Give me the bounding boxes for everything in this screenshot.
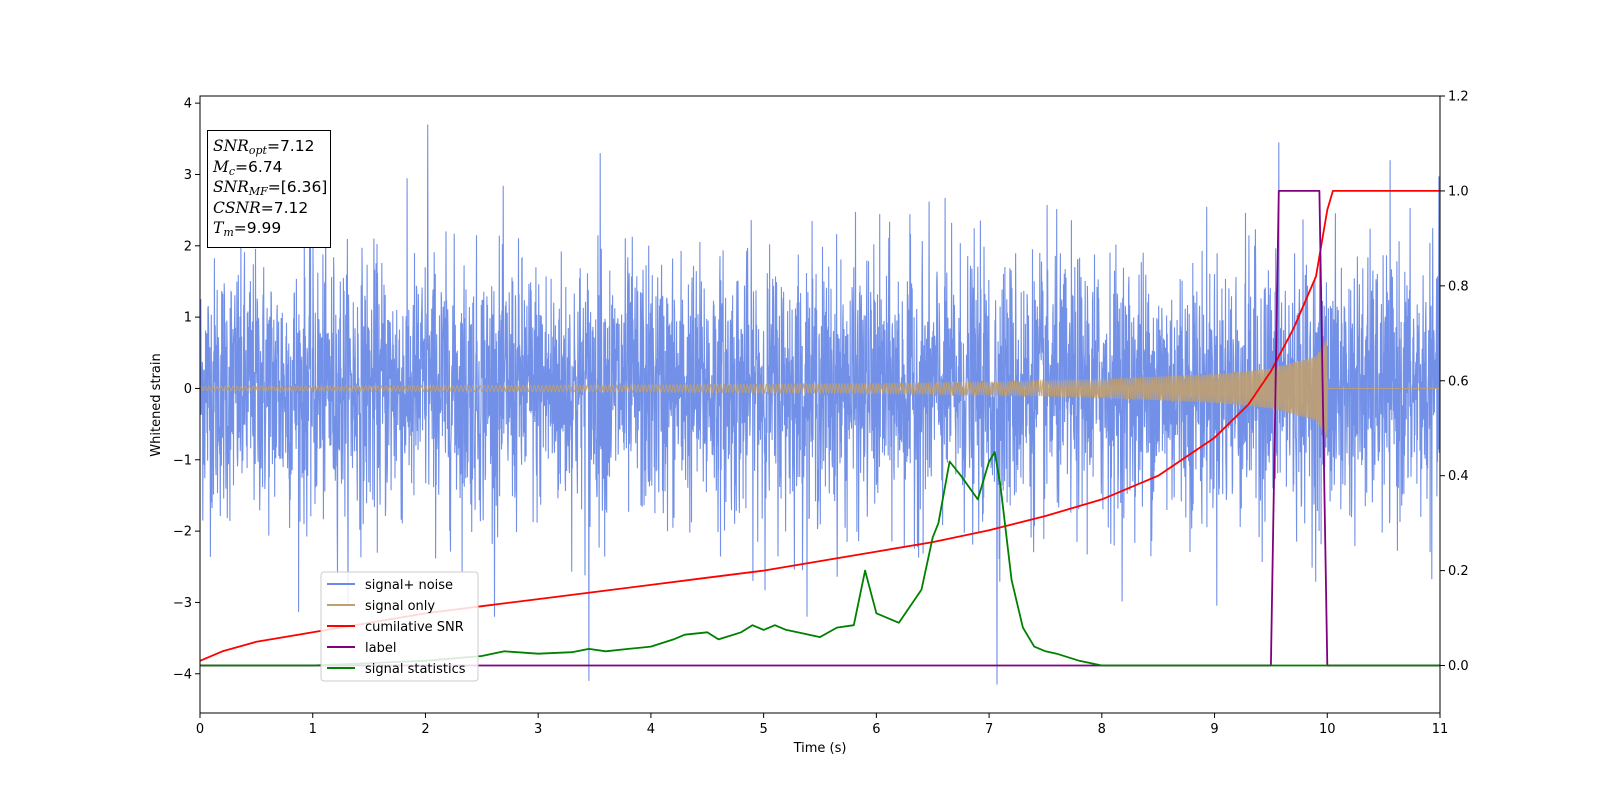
y2-axis: 1.2 1.0 0.8 0.6 0.4 0.2 0.0 (1440, 90, 1469, 674)
legend-label: signal statistics (365, 662, 466, 677)
x-tick-label: 8 (1098, 722, 1106, 737)
x-tick-label: 5 (759, 722, 767, 737)
y-tick-label: −3 (173, 596, 192, 611)
annotation-line: Tm=9.99 (213, 219, 282, 239)
y-tick-label: 2 (184, 239, 192, 254)
x-tick-label: 3 (534, 722, 542, 737)
x-tick-label: 1 (309, 722, 317, 737)
y2-tick-label: 1.2 (1448, 90, 1469, 105)
y-tick-label: 1 (184, 311, 192, 326)
y-axis: 4 3 2 1 0 −1 −2 −3 −4 (173, 97, 200, 682)
y2-tick-label: 0.8 (1448, 279, 1469, 294)
y2-tick-label: 0.6 (1448, 374, 1469, 389)
y-tick-label: −2 (173, 525, 192, 540)
legend-box (320, 571, 479, 682)
x-tick-label: 9 (1210, 722, 1218, 737)
x-tick-label: 10 (1319, 722, 1336, 737)
legend-label: label (365, 641, 396, 656)
annotation-box: SNRopt=7.12 Mc=6.74 SNRMF=[6.36] CSNR=7.12 T… (207, 130, 331, 248)
annotation-line: SNRMF=[6.36] (213, 178, 328, 198)
y2-tick-label: 1.0 (1448, 184, 1469, 199)
y-tick-label: −4 (173, 667, 192, 682)
x-axis: 0 1 2 3 4 5 6 7 8 9 10 11 (196, 713, 1448, 737)
legend-label: signal only (365, 599, 435, 614)
annotation-line: SNRopt=7.12 (213, 137, 315, 157)
x-tick-label: 2 (421, 722, 429, 737)
annotation-line: CSNR=7.12 (213, 198, 309, 217)
x-tick-label: 4 (647, 722, 655, 737)
axes-frame (199, 95, 1441, 714)
y-tick-label: 3 (184, 168, 192, 183)
y-axis-label: Whitened strain (149, 353, 164, 456)
x-tick-label: 0 (196, 722, 204, 737)
x-axis-label: Time (s) (793, 741, 847, 756)
x-tick-label: 6 (872, 722, 880, 737)
legend: signal+ noise signal only cumilative SNR la… (320, 571, 479, 682)
y2-tick-label: 0.2 (1448, 564, 1469, 579)
y-tick-label: 4 (184, 97, 192, 112)
y2-tick-label: 0.0 (1448, 659, 1469, 674)
y-tick-label: −1 (173, 453, 192, 468)
x-tick-label: 11 (1432, 722, 1449, 737)
x-tick-label: 7 (985, 722, 993, 737)
y-tick-label: 0 (184, 382, 192, 397)
series-signal-only (200, 340, 1440, 438)
series-signal-statistics (200, 451, 1440, 667)
annotation-line: Mc=6.74 (213, 157, 283, 178)
legend-label: cumilative SNR (365, 620, 464, 635)
legend-label: signal+ noise (365, 578, 453, 593)
y2-tick-label: 0.4 (1448, 469, 1469, 484)
